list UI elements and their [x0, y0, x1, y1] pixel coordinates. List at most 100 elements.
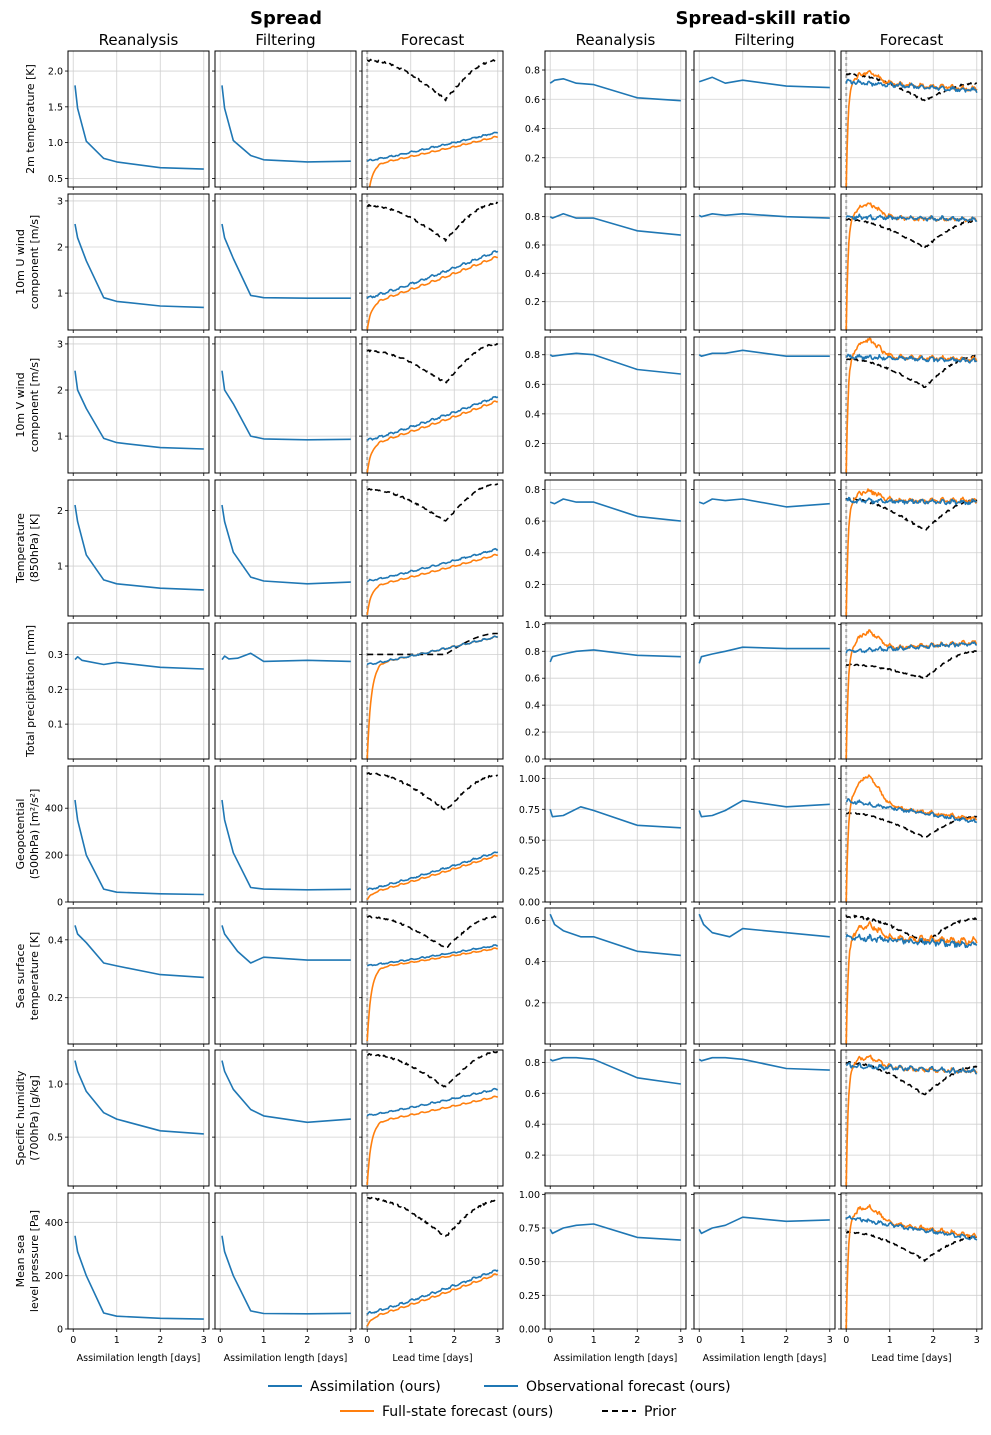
y-tick-label: 0.2	[525, 1151, 540, 1162]
series-assimilation	[74, 85, 204, 170]
panel-frame	[693, 193, 836, 331]
y-tick-label: 0.8	[525, 350, 540, 361]
panel-r2-c0: 1 2 3	[57, 336, 210, 476]
series-assimilation	[698, 799, 830, 818]
panel-frame	[67, 1192, 210, 1330]
y-tick-label: 0.4	[525, 548, 540, 559]
x-tick-label: 0	[70, 1335, 76, 1346]
series-assimilation	[549, 498, 681, 522]
x-tick-label: 0	[843, 1335, 849, 1346]
panel-frame	[67, 765, 210, 903]
series-assimilation	[698, 213, 830, 219]
panel-frame	[544, 50, 687, 188]
series-observational-forecast	[366, 395, 499, 441]
panel-r1-c2	[359, 193, 504, 333]
x-axis-label: Assimilation length [days]	[703, 1353, 827, 1364]
series-observational-forecast	[845, 798, 978, 824]
panel-r2-c1	[212, 336, 357, 476]
panel-r7-c5	[838, 1049, 983, 1189]
panel-frame	[693, 765, 836, 903]
panel-frame	[214, 193, 357, 331]
y-tick-label: 0	[57, 1325, 63, 1336]
y-tick-label: 0.4	[525, 409, 540, 420]
panel-r8-c0: 0 200 400 0 1 2 3	[45, 1192, 210, 1346]
series-prior	[846, 811, 978, 839]
y-tick-label: 0.2	[48, 685, 63, 696]
y-tick-label: 1	[57, 432, 63, 443]
panel-frame	[361, 1192, 504, 1330]
y-tick-label: 0.75	[519, 1224, 540, 1235]
y-tick-label: 0.8	[525, 66, 540, 77]
y-tick-label: 0.3	[48, 650, 63, 661]
y-tick-label: 1	[57, 289, 63, 300]
series-assimilation	[74, 1060, 204, 1135]
panel-r0-c0: 0.5 1.0 1.5 2.0	[48, 50, 210, 190]
legend-label: Observational forecast (ours)	[526, 1379, 731, 1395]
panel-r3-c5	[838, 479, 983, 619]
y-tick-label: 0	[57, 898, 63, 909]
series-observational-forecast	[845, 213, 977, 222]
panel-frame	[361, 907, 504, 1045]
panel-r0-c4	[691, 50, 836, 190]
y-tick-label: 1.0	[48, 138, 63, 149]
panel-r4-c3: 0.0 0.2 0.4 0.6 0.8 1.0	[525, 620, 687, 766]
panel-frame	[361, 765, 504, 903]
series-assimilation	[221, 925, 351, 964]
series-assimilation	[74, 370, 204, 450]
y-tick-label: 0.6	[525, 916, 540, 927]
panel-frame	[693, 1192, 836, 1330]
series-assimilation	[549, 213, 681, 236]
panel-frame	[67, 50, 210, 188]
x-tick-label: 2	[304, 1335, 310, 1346]
series-prior	[367, 1050, 499, 1088]
series-full-state-forecast	[845, 1204, 978, 1329]
series-assimilation	[74, 504, 204, 591]
series-full-state-forecast	[366, 1273, 499, 1327]
x-tick-label: 1	[114, 1335, 120, 1346]
y-tick-label: 200	[45, 851, 63, 862]
series-prior	[366, 1196, 499, 1238]
y-tick-label: 0.4	[48, 935, 63, 946]
y-tick-label: 0.25	[519, 1291, 540, 1302]
y-tick-label: 0.6	[525, 517, 540, 528]
series-assimilation	[698, 498, 830, 508]
y-tick-label: 0.6	[525, 1089, 540, 1100]
series-prior	[366, 915, 498, 949]
row-label: level pressure [Pa]	[28, 1210, 41, 1312]
series-assimilation	[698, 76, 830, 89]
row-label: (500hPa) [m²/s²]	[28, 789, 41, 879]
x-tick-label: 1	[740, 1335, 746, 1346]
series-assimilation	[74, 655, 204, 670]
series-assimilation	[221, 504, 351, 585]
panel-frame	[840, 479, 983, 617]
series-full-state-forecast	[845, 774, 977, 902]
panel-frame	[544, 479, 687, 617]
row-label: 10m V wind	[14, 372, 27, 437]
y-tick-label: 0.4	[525, 701, 540, 712]
panel-frame	[67, 479, 210, 617]
y-tick-label: 0.50	[519, 1257, 540, 1268]
panel-frame	[361, 336, 504, 474]
y-tick-label: 1.00	[519, 774, 540, 785]
panel-frame	[840, 907, 983, 1045]
series-assimilation	[74, 925, 204, 979]
x-tick-label: 3	[974, 1335, 980, 1346]
panel-r4-c1	[212, 622, 357, 762]
panel-frame	[67, 193, 210, 331]
y-tick-label: 0.8	[525, 212, 540, 223]
series-full-state-forecast	[366, 553, 499, 616]
panel-r6-c2	[359, 907, 504, 1047]
x-tick-label: 2	[634, 1335, 640, 1346]
series-assimilation	[698, 349, 830, 358]
panel-frame	[67, 907, 210, 1045]
series-observational-forecast	[846, 1062, 978, 1075]
panel-r6-c5	[838, 907, 983, 1047]
y-tick-label: 400	[45, 1218, 63, 1229]
y-tick-label: 0.1	[48, 720, 63, 731]
series-prior	[845, 218, 978, 250]
series-full-state-forecast	[368, 135, 498, 187]
y-tick-label: 1	[57, 562, 63, 573]
panel-r6-c3: 0.2 0.4 0.6	[525, 907, 687, 1047]
panel-frame	[693, 50, 836, 188]
